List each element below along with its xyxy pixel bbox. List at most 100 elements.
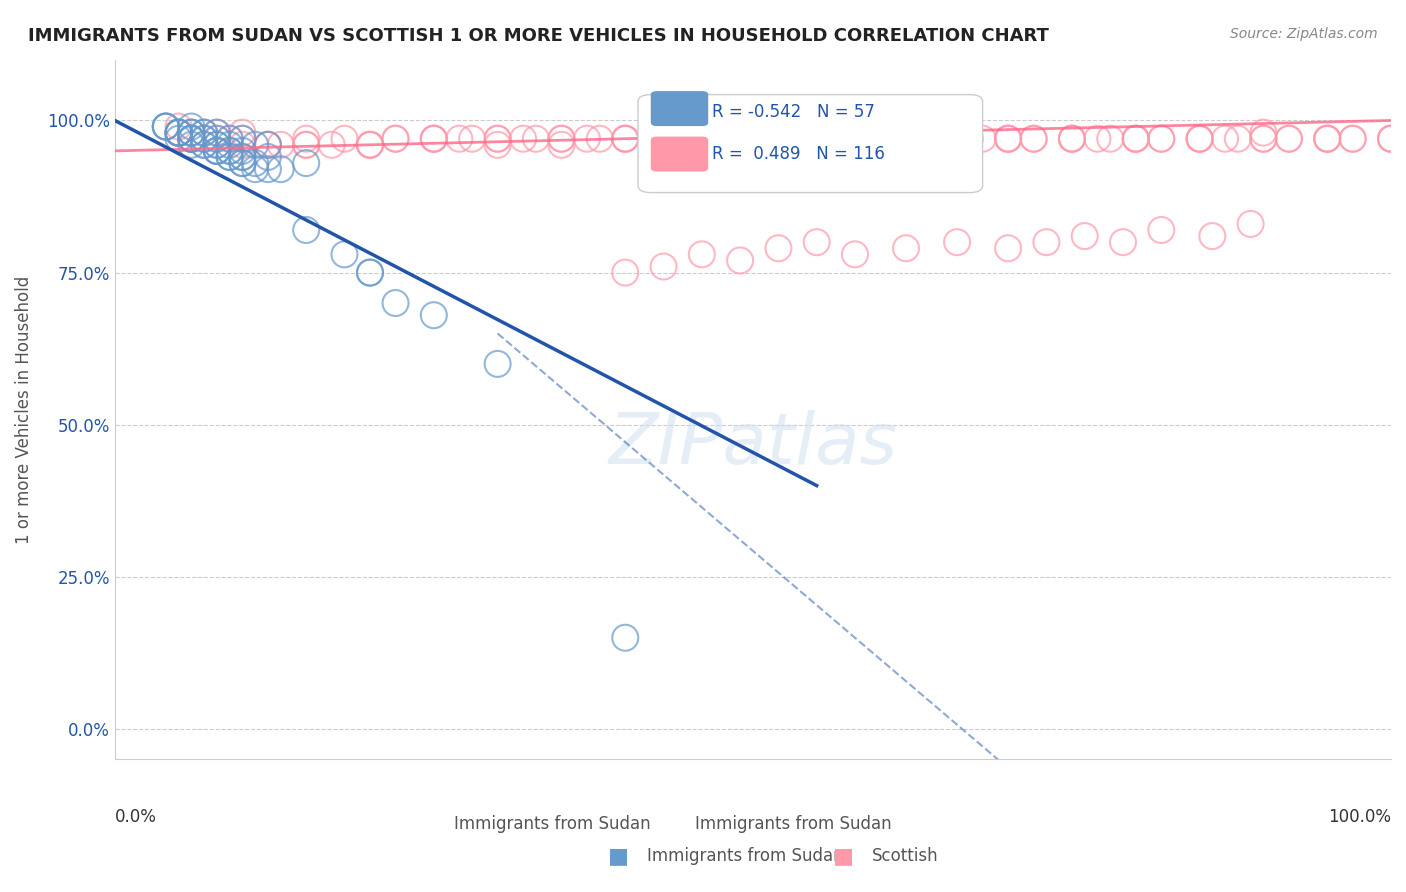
Text: R =  0.489   N = 116: R = 0.489 N = 116	[711, 145, 884, 163]
Point	[1226, 132, 1249, 146]
Point	[1188, 132, 1211, 146]
Point	[1099, 132, 1122, 146]
Point	[614, 132, 637, 146]
Point	[205, 144, 228, 158]
Point	[1035, 235, 1057, 249]
Point	[486, 137, 509, 152]
Point	[1278, 132, 1301, 146]
Point	[167, 132, 190, 146]
Point	[295, 156, 318, 170]
Point	[741, 132, 763, 146]
Point	[1253, 132, 1275, 146]
Point	[180, 126, 202, 140]
Point	[180, 132, 202, 146]
Point	[1213, 132, 1236, 146]
Point	[869, 132, 891, 146]
Point	[806, 132, 828, 146]
Text: 0.0%: 0.0%	[115, 808, 156, 827]
Point	[167, 126, 190, 140]
Point	[333, 247, 356, 261]
Point	[728, 253, 751, 268]
Point	[359, 137, 381, 152]
Point	[486, 357, 509, 371]
Point	[167, 126, 190, 140]
Point	[257, 162, 280, 177]
Point	[423, 132, 446, 146]
Point	[1087, 132, 1109, 146]
Point	[934, 132, 956, 146]
Point	[894, 241, 917, 255]
Point	[997, 132, 1019, 146]
Point	[193, 132, 215, 146]
Text: ■: ■	[609, 847, 628, 866]
Point	[218, 150, 240, 164]
Point	[997, 132, 1019, 146]
Point	[180, 132, 202, 146]
Point	[257, 137, 280, 152]
Text: Immigrants from Sudan: Immigrants from Sudan	[647, 847, 844, 865]
Point	[231, 137, 253, 152]
Point	[959, 132, 981, 146]
Point	[167, 126, 190, 140]
Text: R = -0.542   N = 57: R = -0.542 N = 57	[711, 103, 875, 121]
Point	[423, 132, 446, 146]
Point	[806, 235, 828, 249]
Point	[768, 132, 790, 146]
Point	[167, 126, 190, 140]
Point	[1379, 132, 1402, 146]
Point	[218, 132, 240, 146]
Point	[359, 266, 381, 280]
Point	[218, 150, 240, 164]
Point	[844, 247, 866, 261]
Point	[934, 132, 956, 146]
Point	[384, 132, 406, 146]
Point	[1060, 132, 1083, 146]
Point	[218, 144, 240, 158]
Point	[640, 132, 662, 146]
Point	[295, 137, 318, 152]
Point	[946, 235, 969, 249]
Point	[321, 137, 343, 152]
Point	[167, 126, 190, 140]
Point	[894, 132, 917, 146]
Point	[1316, 132, 1339, 146]
Point	[640, 132, 662, 146]
Point	[231, 126, 253, 140]
Point	[180, 126, 202, 140]
Point	[486, 132, 509, 146]
Text: IMMIGRANTS FROM SUDAN VS SCOTTISH 1 OR MORE VEHICLES IN HOUSEHOLD CORRELATION CH: IMMIGRANTS FROM SUDAN VS SCOTTISH 1 OR M…	[28, 27, 1049, 45]
Point	[1379, 132, 1402, 146]
Point	[1316, 132, 1339, 146]
Point	[997, 132, 1019, 146]
Point	[461, 132, 484, 146]
Point	[1201, 229, 1223, 244]
Text: ZIPatlas: ZIPatlas	[609, 410, 897, 479]
Point	[869, 132, 891, 146]
Point	[205, 126, 228, 140]
Point	[652, 260, 675, 274]
Point	[1253, 132, 1275, 146]
Text: ■: ■	[834, 847, 853, 866]
Point	[1278, 132, 1301, 146]
Point	[1150, 223, 1173, 237]
Point	[486, 132, 509, 146]
Point	[1188, 132, 1211, 146]
Point	[359, 137, 381, 152]
Point	[550, 132, 572, 146]
Point	[997, 241, 1019, 255]
Point	[614, 132, 637, 146]
Point	[167, 120, 190, 134]
Point	[218, 137, 240, 152]
Text: Scottish: Scottish	[872, 847, 938, 865]
Point	[180, 132, 202, 146]
Point	[614, 631, 637, 645]
Text: 100.0%: 100.0%	[1329, 808, 1391, 827]
Point	[1073, 229, 1095, 244]
Point	[231, 132, 253, 146]
Point	[741, 132, 763, 146]
Point	[257, 137, 280, 152]
Text: Immigrants from Sudan: Immigrants from Sudan	[696, 815, 891, 833]
Point	[1125, 132, 1147, 146]
Point	[155, 120, 177, 134]
Point	[218, 132, 240, 146]
